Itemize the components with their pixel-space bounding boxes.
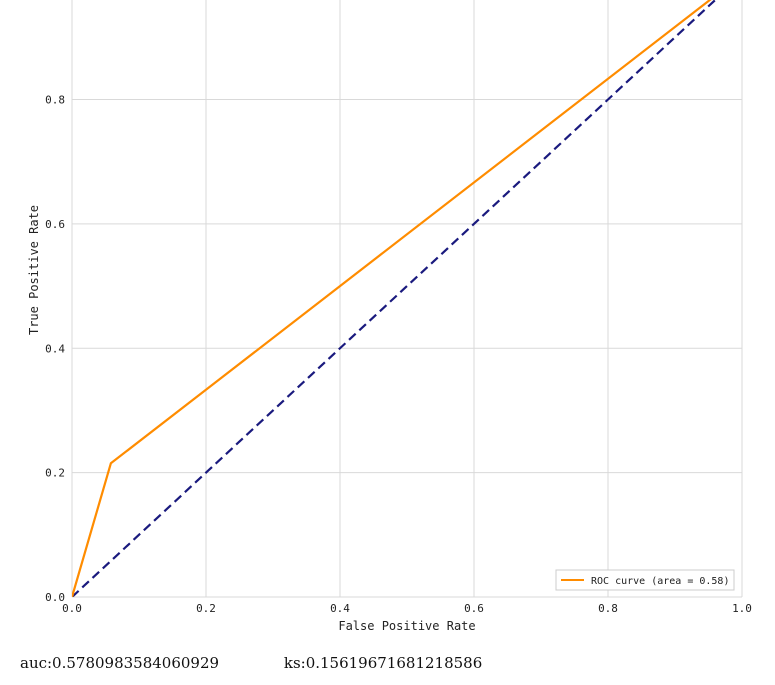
- x-tick-label: 1.0: [732, 602, 752, 615]
- y-tick-labels: 0.0 0.2 0.4 0.6 0.8: [45, 94, 65, 605]
- x-axis-label: False Positive Rate: [338, 619, 475, 633]
- legend-label-roc: ROC curve (area = 0.58): [591, 576, 729, 587]
- x-tick-label: 0.6: [464, 602, 484, 615]
- series-lines: [72, 0, 717, 597]
- y-tick-label: 0.0: [45, 591, 65, 604]
- auc-value: auc:0.5780983584060929: [20, 654, 220, 672]
- y-tick-label: 0.6: [45, 218, 65, 231]
- y-axis-label: True Positive Rate: [27, 205, 41, 335]
- y-tick-label: 0.8: [45, 94, 65, 107]
- ks-value: ks:0.15619671681218586: [283, 654, 483, 672]
- chance-diagonal-line: [72, 0, 717, 597]
- roc-chart: 0.0 0.2 0.4 0.6 0.8 1.0 0.0 0.2 0.4 0.6 0.8 False…: [27, 0, 752, 633]
- y-tick-label: 0.4: [45, 342, 65, 355]
- metrics-readout: auc:0.5780983584060929 ks:0.156196716812…: [20, 654, 482, 672]
- grid-lines: [71, 0, 743, 598]
- y-tick-label: 0.2: [45, 467, 65, 480]
- x-tick-labels: 0.0 0.2 0.4 0.6 0.8 1.0: [62, 602, 752, 615]
- legend-box: [555, 569, 735, 591]
- roc-curve-line: [72, 0, 712, 597]
- legend: ROC curve (area = 0.58): [555, 569, 735, 591]
- x-tick-label: 0.0: [62, 602, 82, 615]
- x-tick-label: 0.8: [598, 602, 618, 615]
- x-tick-label: 0.2: [196, 602, 216, 615]
- plot-background: [72, 0, 742, 597]
- x-tick-label: 0.4: [330, 602, 350, 615]
